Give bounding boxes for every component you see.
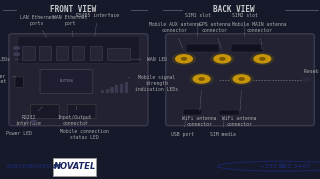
FancyBboxPatch shape bbox=[231, 44, 263, 52]
Text: USB port: USB port bbox=[171, 118, 194, 137]
Text: +353 222 3440: +353 222 3440 bbox=[260, 164, 310, 169]
Text: RS485 interface: RS485 interface bbox=[76, 13, 119, 36]
Text: WAN LED: WAN LED bbox=[131, 57, 167, 62]
FancyBboxPatch shape bbox=[107, 48, 130, 60]
Circle shape bbox=[260, 58, 265, 60]
Bar bbox=[120, 84, 123, 93]
Circle shape bbox=[214, 55, 231, 63]
Text: Input/Output
connector: Input/Output connector bbox=[58, 107, 92, 126]
Text: Mobile connection
status LED: Mobile connection status LED bbox=[60, 118, 109, 140]
Bar bbox=[101, 90, 104, 93]
FancyBboxPatch shape bbox=[40, 70, 93, 94]
Circle shape bbox=[172, 53, 196, 64]
Bar bbox=[115, 85, 118, 93]
FancyBboxPatch shape bbox=[67, 105, 96, 118]
FancyBboxPatch shape bbox=[166, 34, 314, 126]
Text: Reset button: Reset button bbox=[304, 69, 320, 74]
Text: SIM1 slot: SIM1 slot bbox=[185, 13, 210, 37]
Text: Mobile signal
strength
indication LEDs: Mobile signal strength indication LEDs bbox=[128, 75, 178, 92]
Text: Mobile AUX antenna
connector: Mobile AUX antenna connector bbox=[148, 23, 200, 49]
FancyBboxPatch shape bbox=[18, 36, 139, 64]
Text: WiFi antenna
connector: WiFi antenna connector bbox=[222, 90, 257, 127]
FancyBboxPatch shape bbox=[183, 109, 202, 115]
Text: ☎: ☎ bbox=[278, 164, 285, 169]
Text: NOVATEL: NOVATEL bbox=[53, 162, 96, 171]
FancyBboxPatch shape bbox=[219, 110, 239, 115]
FancyBboxPatch shape bbox=[9, 34, 148, 126]
FancyBboxPatch shape bbox=[39, 46, 51, 60]
Circle shape bbox=[220, 58, 225, 60]
Text: DISTRIBUTED BY: DISTRIBUTED BY bbox=[7, 164, 61, 169]
Text: LAN Ethernet
ports: LAN Ethernet ports bbox=[20, 15, 54, 38]
Text: Mobile MAIN antenna
connector: Mobile MAIN antenna connector bbox=[232, 23, 286, 49]
Text: Power LED: Power LED bbox=[6, 118, 32, 136]
Circle shape bbox=[211, 53, 234, 64]
Text: SIM media: SIM media bbox=[211, 118, 236, 137]
Text: SIM2 slot: SIM2 slot bbox=[232, 13, 258, 37]
Circle shape bbox=[239, 78, 244, 80]
FancyBboxPatch shape bbox=[22, 46, 35, 60]
Bar bbox=[106, 89, 109, 93]
Circle shape bbox=[31, 120, 36, 123]
Bar bbox=[110, 87, 114, 93]
Circle shape bbox=[251, 53, 274, 64]
Text: WiFi antenna
connector: WiFi antenna connector bbox=[182, 90, 216, 127]
Circle shape bbox=[193, 75, 210, 83]
Text: Power
socket: Power socket bbox=[0, 74, 16, 84]
FancyBboxPatch shape bbox=[15, 77, 23, 87]
Circle shape bbox=[302, 78, 311, 82]
FancyBboxPatch shape bbox=[53, 158, 96, 176]
Text: RS232
interface: RS232 interface bbox=[16, 106, 43, 126]
FancyBboxPatch shape bbox=[72, 46, 84, 60]
Circle shape bbox=[254, 55, 271, 63]
Circle shape bbox=[14, 47, 20, 49]
Text: GPS antenna
connector: GPS antenna connector bbox=[199, 23, 230, 49]
Circle shape bbox=[233, 75, 250, 83]
FancyBboxPatch shape bbox=[90, 46, 102, 60]
FancyBboxPatch shape bbox=[186, 44, 219, 52]
Text: RUT956: RUT956 bbox=[60, 79, 74, 83]
Circle shape bbox=[190, 73, 213, 84]
Bar bbox=[125, 82, 128, 93]
Text: WAN Ethernet
port: WAN Ethernet port bbox=[53, 15, 88, 38]
Circle shape bbox=[230, 73, 253, 84]
FancyBboxPatch shape bbox=[56, 46, 68, 60]
Circle shape bbox=[181, 58, 187, 60]
Text: BACK VIEW: BACK VIEW bbox=[213, 5, 254, 14]
FancyBboxPatch shape bbox=[30, 105, 59, 118]
Circle shape bbox=[14, 53, 20, 56]
Text: FRONT VIEW: FRONT VIEW bbox=[51, 5, 97, 14]
Circle shape bbox=[176, 55, 192, 63]
Circle shape bbox=[199, 78, 204, 80]
Text: LAN LEDs: LAN LEDs bbox=[0, 57, 20, 62]
